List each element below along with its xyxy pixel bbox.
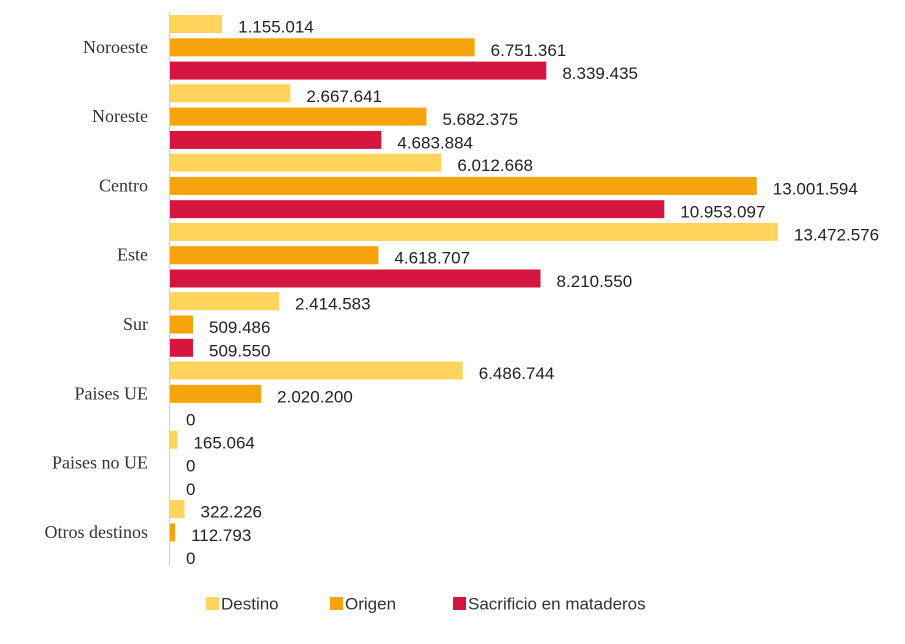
legend-swatch: [330, 597, 343, 610]
category-label: Paises no UE: [52, 453, 148, 473]
value-label: 509.486: [209, 318, 270, 337]
value-label: 6.012.668: [457, 156, 533, 175]
category-label: Paises UE: [75, 383, 149, 403]
value-label: 4.683.884: [397, 133, 473, 152]
value-label: 112.793: [191, 526, 251, 545]
bar: [170, 15, 223, 33]
value-label: 6.486.744: [479, 364, 555, 383]
bar: [170, 361, 463, 380]
value-label: 0: [186, 457, 195, 476]
category-label: Noroeste: [83, 37, 148, 57]
value-label: 13.001.594: [773, 179, 858, 198]
value-label: 4.618.707: [394, 249, 470, 268]
value-label: 165.064: [193, 433, 254, 452]
bar: [170, 153, 442, 172]
bar: [170, 292, 279, 311]
legend-swatch: [206, 597, 219, 610]
value-label: 322.226: [201, 503, 262, 522]
legend-swatch: [453, 597, 466, 610]
category-label: Sur: [123, 314, 148, 334]
legend-label: Destino: [221, 594, 279, 613]
bar: [170, 222, 778, 241]
bar: [170, 200, 665, 219]
bar: [170, 315, 193, 334]
category-label: Noreste: [92, 106, 148, 126]
value-label: 8.339.435: [562, 64, 638, 83]
value-label: 2.667.641: [306, 87, 382, 106]
bar: [170, 176, 757, 195]
bar: [170, 500, 185, 519]
value-label: 13.472.576: [794, 225, 879, 244]
bar: [170, 338, 193, 357]
value-label: 0: [186, 411, 195, 430]
bar: [170, 246, 379, 265]
bar: [170, 130, 382, 149]
value-label: 8.210.550: [557, 272, 633, 291]
bar: [170, 384, 262, 403]
value-label: 6.751.361: [491, 41, 567, 60]
bar: [170, 269, 541, 288]
bar: [170, 523, 176, 542]
value-label: 1.155.014: [238, 17, 314, 36]
value-label: 2.020.200: [277, 387, 353, 406]
category-label: Otros destinos: [45, 522, 149, 542]
category-label: Este: [117, 245, 148, 265]
legend-label: Origen: [345, 594, 396, 613]
bar: [170, 38, 475, 57]
value-label: 509.550: [209, 341, 270, 360]
value-label: 2.414.583: [295, 295, 371, 314]
value-label: 0: [186, 549, 195, 568]
bar: [170, 61, 547, 80]
bar: [170, 107, 427, 126]
legend-label: Sacrificio en mataderos: [468, 594, 646, 613]
bar: [170, 84, 291, 103]
value-label: 10.953.097: [680, 203, 765, 222]
bar: [170, 430, 178, 449]
value-label: 0: [186, 480, 195, 499]
value-label: 5.682.375: [442, 110, 518, 129]
category-label: Centro: [99, 175, 148, 195]
